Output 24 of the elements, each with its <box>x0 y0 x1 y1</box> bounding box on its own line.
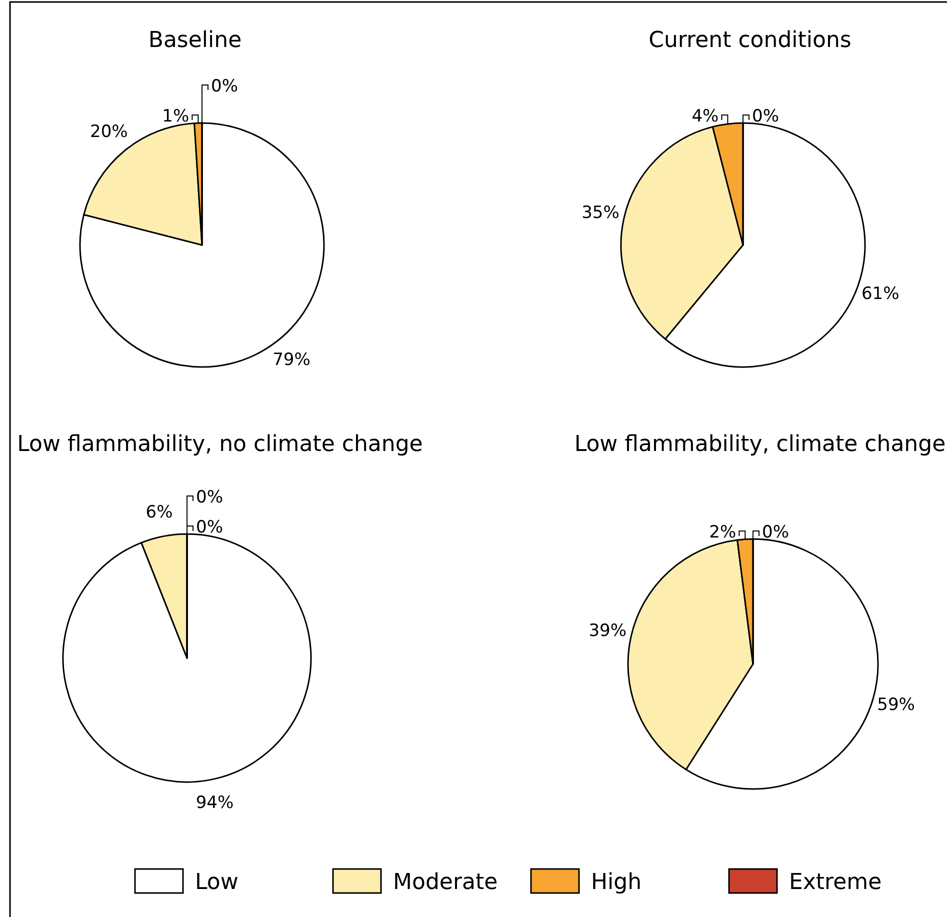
legend-label: Extreme <box>789 870 882 896</box>
text: 0% <box>196 518 223 538</box>
text: 0% <box>762 522 789 543</box>
data-label: 59% <box>877 695 915 716</box>
legend-label: Moderate <box>393 870 498 896</box>
legend-label: High <box>591 870 642 896</box>
data-label: 94% <box>196 793 234 814</box>
chart-title: Baseline <box>148 28 242 53</box>
text: 0% <box>211 76 238 97</box>
data-label: 6% <box>146 502 173 522</box>
data-label: 61% <box>861 284 900 304</box>
text: 0% <box>752 106 779 127</box>
chart-title: Current conditions <box>648 28 852 53</box>
data-label: 79% <box>272 350 310 370</box>
chart-title: Low flammability, climate change <box>574 432 946 457</box>
data-label: 2% <box>709 522 736 543</box>
legend-label: Low <box>195 870 238 896</box>
data-label: 39% <box>588 621 626 642</box>
data-label: 1% <box>162 106 190 127</box>
data-label: 4% <box>692 106 719 127</box>
data-label: 20% <box>90 122 128 142</box>
text: 0% <box>196 488 223 508</box>
data-label: 35% <box>582 202 620 223</box>
chart-title: Low flammability, no climate change <box>17 432 423 457</box>
